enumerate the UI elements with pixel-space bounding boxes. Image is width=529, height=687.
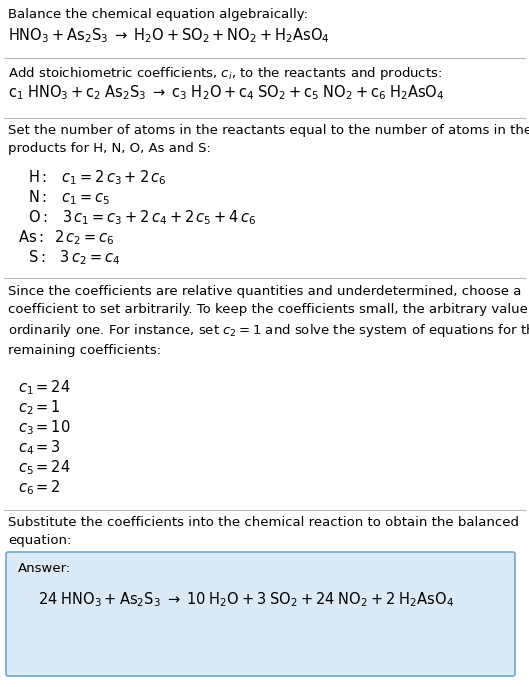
Text: Add stoichiometric coefficients, $c_i$, to the reactants and products:: Add stoichiometric coefficients, $c_i$, … xyxy=(8,65,442,82)
Text: $\mathrm{H:}\;\;\;c_1 = 2\,c_3 + 2\,c_6$: $\mathrm{H:}\;\;\;c_1 = 2\,c_3 + 2\,c_6$ xyxy=(28,168,167,187)
Text: Substitute the coefficients into the chemical reaction to obtain the balanced
eq: Substitute the coefficients into the che… xyxy=(8,516,519,547)
Text: $c_5 = 24$: $c_5 = 24$ xyxy=(18,458,71,477)
Text: $\mathrm{c_1\;HNO_3 + c_2\;As_2S_3 \;\rightarrow\; c_3\;H_2O + c_4\;SO_2 + c_5\;: $\mathrm{c_1\;HNO_3 + c_2\;As_2S_3 \;\ri… xyxy=(8,83,444,102)
Text: $c_3 = 10$: $c_3 = 10$ xyxy=(18,418,71,437)
Text: $\mathrm{O:}\;\;\;3\,c_1 = c_3 + 2\,c_4 + 2\,c_5 + 4\,c_6$: $\mathrm{O:}\;\;\;3\,c_1 = c_3 + 2\,c_4 … xyxy=(28,208,257,227)
Text: Answer:: Answer: xyxy=(18,562,71,575)
Text: Since the coefficients are relative quantities and underdetermined, choose a
coe: Since the coefficients are relative quan… xyxy=(8,285,529,357)
Text: $\mathrm{N:}\;\;\;c_1 = c_5$: $\mathrm{N:}\;\;\;c_1 = c_5$ xyxy=(28,188,110,207)
Text: $\mathrm{24\;HNO_3 + As_2S_3 \;\rightarrow\; 10\;H_2O + 3\;SO_2 + 24\;NO_2 + 2\;: $\mathrm{24\;HNO_3 + As_2S_3 \;\rightarr… xyxy=(38,590,454,609)
Text: $\mathrm{HNO_3 + As_2S_3 \;\rightarrow\; H_2O + SO_2 + NO_2 + H_2AsO_4}$: $\mathrm{HNO_3 + As_2S_3 \;\rightarrow\;… xyxy=(8,26,330,45)
Text: $\mathrm{As:}\;\;2\,c_2 = c_6$: $\mathrm{As:}\;\;2\,c_2 = c_6$ xyxy=(18,228,115,247)
Text: Balance the chemical equation algebraically:: Balance the chemical equation algebraica… xyxy=(8,8,308,21)
Text: $\mathrm{S:}\;\;\;3\,c_2 = c_4$: $\mathrm{S:}\;\;\;3\,c_2 = c_4$ xyxy=(28,248,121,267)
Text: $c_1 = 24$: $c_1 = 24$ xyxy=(18,378,71,396)
Text: $c_2 = 1$: $c_2 = 1$ xyxy=(18,398,61,417)
FancyBboxPatch shape xyxy=(6,552,515,676)
Text: Set the number of atoms in the reactants equal to the number of atoms in the
pro: Set the number of atoms in the reactants… xyxy=(8,124,529,155)
Text: $c_6 = 2$: $c_6 = 2$ xyxy=(18,478,61,497)
Text: $c_4 = 3$: $c_4 = 3$ xyxy=(18,438,61,457)
